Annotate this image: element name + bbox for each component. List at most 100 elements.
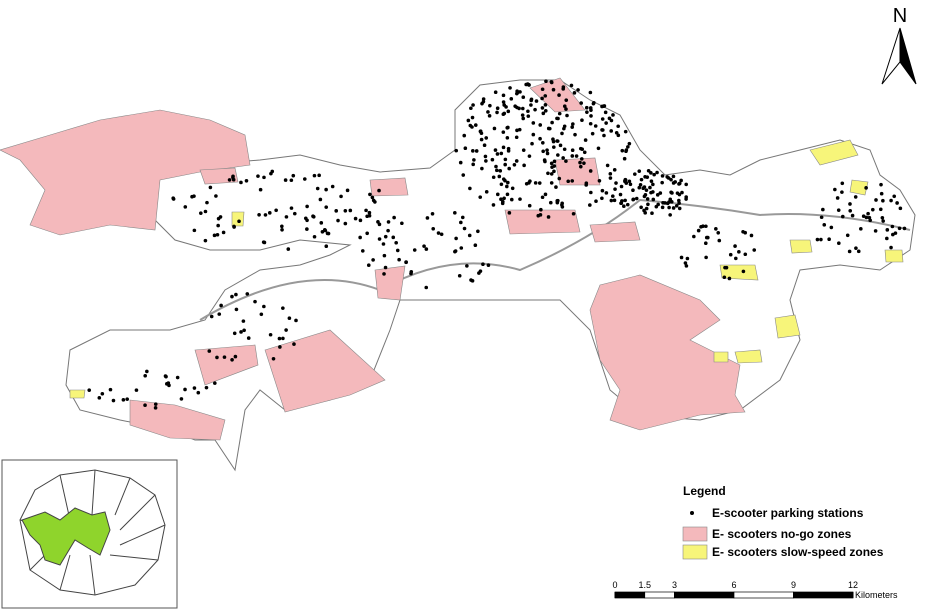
station [215, 232, 220, 237]
station [658, 191, 663, 195]
station [538, 136, 542, 141]
station [495, 168, 499, 173]
station [554, 185, 558, 189]
station [600, 104, 604, 109]
station [859, 227, 863, 231]
station [562, 104, 567, 109]
station [237, 219, 241, 224]
station [584, 181, 589, 185]
station [336, 218, 340, 223]
station [627, 179, 632, 184]
no-go-zone [504, 209, 581, 235]
station [626, 145, 630, 149]
station [358, 218, 363, 223]
station [514, 135, 519, 140]
station [244, 178, 249, 183]
station [311, 214, 315, 219]
station [463, 146, 468, 150]
station [484, 190, 489, 194]
station [476, 229, 480, 234]
station [527, 154, 532, 158]
station [473, 123, 478, 127]
station [546, 215, 551, 219]
station [579, 157, 584, 161]
station [573, 132, 577, 137]
scale-unit: Kilometers [855, 590, 898, 600]
station [605, 163, 610, 168]
station [383, 234, 388, 239]
station [515, 89, 519, 93]
station [548, 126, 552, 131]
station [580, 118, 584, 123]
station [512, 163, 517, 167]
station [315, 186, 320, 191]
station [483, 154, 488, 159]
station [404, 260, 408, 264]
station [619, 184, 624, 189]
station [525, 82, 530, 86]
station [163, 374, 168, 378]
station [377, 222, 382, 227]
station [230, 357, 234, 362]
station [330, 184, 335, 189]
station [542, 158, 547, 162]
station [208, 185, 213, 190]
station [261, 240, 266, 244]
scale-label: 1.5 [638, 580, 651, 590]
station [878, 207, 883, 212]
station [524, 181, 529, 186]
parking-stations [87, 79, 907, 410]
station [597, 178, 602, 183]
station [822, 223, 827, 227]
station [517, 127, 522, 132]
station [305, 218, 309, 223]
station [556, 153, 560, 157]
station [607, 116, 612, 121]
station [701, 224, 705, 229]
station [669, 177, 673, 182]
station [462, 226, 467, 231]
station [381, 242, 386, 246]
station [262, 304, 266, 309]
station [439, 232, 444, 237]
station [503, 157, 508, 162]
station [493, 90, 498, 94]
station [509, 97, 514, 101]
station [424, 285, 429, 290]
station [366, 263, 371, 268]
station [232, 331, 237, 336]
station [521, 116, 526, 121]
station [840, 190, 844, 194]
station [589, 108, 593, 112]
station [345, 188, 350, 193]
slow-zone [713, 351, 729, 363]
station [312, 173, 317, 178]
station [578, 160, 582, 165]
station [203, 209, 208, 214]
station [506, 125, 510, 130]
station [305, 204, 309, 209]
station [324, 205, 329, 209]
station [723, 265, 727, 270]
slow-zone [774, 314, 801, 339]
station [526, 114, 531, 118]
station [854, 246, 858, 250]
station [281, 336, 285, 341]
station [145, 369, 149, 374]
station [850, 213, 855, 218]
station [499, 182, 504, 187]
station [555, 139, 559, 143]
station [216, 223, 220, 228]
station [506, 180, 510, 185]
station [608, 172, 613, 176]
station [377, 188, 381, 193]
station [343, 221, 348, 226]
station [529, 103, 533, 107]
station [530, 141, 534, 146]
station [262, 175, 266, 180]
station [367, 210, 372, 215]
station [864, 186, 868, 190]
station [645, 197, 650, 201]
station [583, 138, 588, 142]
station [871, 207, 875, 212]
